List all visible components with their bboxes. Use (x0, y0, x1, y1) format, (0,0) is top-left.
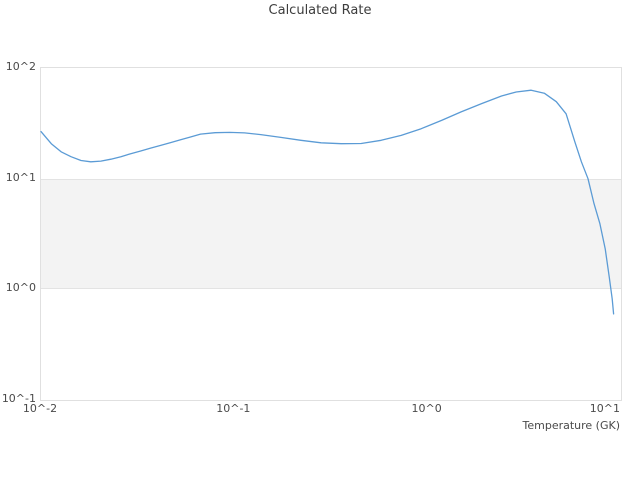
chart-title: Calculated Rate (268, 3, 372, 18)
rate-curve (40, 89, 615, 315)
x-tick-label: 10^1 (589, 402, 620, 415)
y-tick-label: 10^1 (5, 170, 36, 184)
highlight-band (41, 178, 621, 290)
x-axis-label: Temperature (GK) (522, 419, 621, 432)
y-tick-label: 10^0 (5, 281, 36, 295)
x-tick-label: 10^-2 (22, 402, 58, 415)
x-tick-label: 10^0 (411, 402, 442, 415)
y-tick-label: 10^2 (5, 60, 36, 73)
rate-line-path (40, 89, 615, 315)
y-tick-label: 10^-1 (1, 392, 36, 405)
plot-area (40, 67, 622, 401)
x-tick-label: 10^-1 (216, 402, 251, 415)
